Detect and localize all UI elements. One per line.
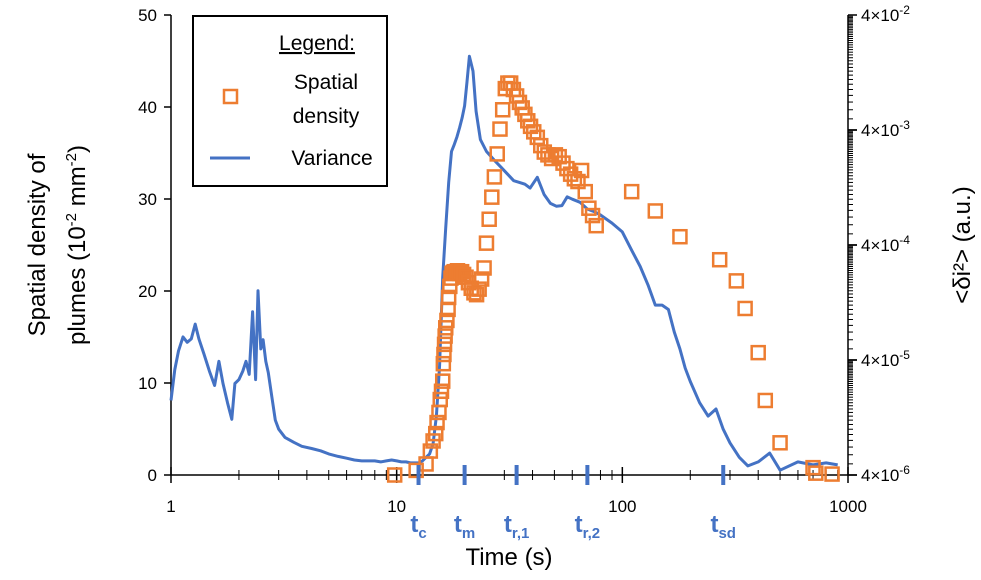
left-tick-label: 10 xyxy=(138,374,157,393)
spatial-density-point xyxy=(577,183,594,200)
spatial-density-point xyxy=(436,346,452,363)
spatial-density-point xyxy=(672,228,688,245)
event-label: tc xyxy=(410,511,426,542)
spatial-density-point xyxy=(471,281,487,297)
event-label: tr,1 xyxy=(504,511,530,542)
spatial-density-point xyxy=(432,391,448,408)
left-axis-ticks: 0 10 20 30 40 50 xyxy=(138,6,171,485)
legend-density-label-line2: density xyxy=(293,105,360,128)
spatial-density-point xyxy=(728,273,745,289)
spatial-density-point xyxy=(473,271,490,287)
event-annotations: tc tm tr,1 tr,2 tsd xyxy=(410,465,736,542)
legend: Legend: Spatial density Variance xyxy=(192,15,388,187)
x-axis-ticks: 1 10 100 1000 xyxy=(166,467,867,516)
left-tick-label: 0 xyxy=(148,466,157,485)
right-tick-label: 4×10-4 xyxy=(861,233,910,255)
legend-density-marker xyxy=(222,88,239,105)
right-tick-label: 4×10-2 xyxy=(861,3,910,25)
x-axis-title: Time (s) xyxy=(465,544,552,571)
spatial-density-point xyxy=(476,260,492,276)
spatial-density-point xyxy=(750,344,766,361)
legend-variance-label: Variance xyxy=(291,147,372,170)
spatial-density-point xyxy=(433,383,450,400)
spatial-density-point xyxy=(429,414,445,431)
spatial-density-point xyxy=(573,162,590,179)
spatial-density-series xyxy=(386,75,840,483)
spatial-density-point xyxy=(486,169,503,185)
right-tick-label: 4×10-5 xyxy=(861,348,910,370)
spatial-density-point xyxy=(623,183,640,200)
spatial-density-point xyxy=(427,425,444,442)
legend-title: Legend: xyxy=(279,32,355,55)
spatial-density-point xyxy=(647,203,664,219)
spatial-density-point xyxy=(757,392,774,409)
x-tick-label: 1 xyxy=(166,497,175,516)
spatial-density-point xyxy=(439,312,455,329)
spatial-density-point xyxy=(481,211,497,227)
spatial-density-point xyxy=(737,300,753,317)
variance-line xyxy=(169,54,838,472)
spatial-density-point xyxy=(529,129,546,146)
spatial-density-point xyxy=(824,466,840,482)
right-tick-label: 4×10-6 xyxy=(861,463,910,485)
spatial-density-point xyxy=(584,207,601,224)
x-tick-label: 10 xyxy=(387,497,406,516)
event-label: tm xyxy=(454,511,475,542)
spatial-density-point xyxy=(386,467,403,483)
event-label: tsd xyxy=(710,511,736,542)
left-axis-title-line1: Spatial density of xyxy=(24,153,51,336)
spatial-density-point xyxy=(489,146,505,162)
right-tick-label: 4×10-3 xyxy=(861,118,910,140)
left-axis-title-line2: plumes (10-2 mm-2) xyxy=(63,145,91,345)
x-tick-label: 1000 xyxy=(829,497,867,516)
spatial-density-point xyxy=(494,102,511,118)
spatial-density-point xyxy=(808,465,824,481)
spatial-density-point xyxy=(422,443,439,459)
legend-density-label-line1: Spatial xyxy=(294,71,358,94)
spatial-density-point xyxy=(772,435,788,451)
spatial-density-point xyxy=(435,355,452,372)
variance-series xyxy=(169,54,838,472)
spatial-density-point xyxy=(434,373,451,389)
left-tick-label: 30 xyxy=(138,190,157,209)
spatial-density-point xyxy=(484,189,500,205)
spatial-density-point xyxy=(588,217,604,234)
spatial-density-point xyxy=(440,289,457,306)
left-tick-label: 20 xyxy=(138,282,157,301)
spatial-density-point xyxy=(711,251,728,268)
spatial-density-point xyxy=(478,235,495,251)
spatial-density-point xyxy=(492,121,508,137)
right-axis-title-text: <δi²> (a.u.) xyxy=(949,186,976,303)
right-axis-ticks: 4×10-6 4×10-5 4×10-4 4×10-3 4×10-2 xyxy=(848,3,910,485)
event-label: tr,2 xyxy=(575,511,601,542)
spatial-density-point xyxy=(437,328,453,344)
x-tick-label: 100 xyxy=(608,497,636,516)
spatial-density-point xyxy=(436,336,453,353)
left-tick-label: 40 xyxy=(138,98,157,117)
left-tick-label: 50 xyxy=(138,6,157,25)
right-axis-title: <δi²> (a.u.) xyxy=(949,186,976,303)
left-axis-title: Spatial density of plumes (10-2 mm-2) xyxy=(24,145,91,345)
